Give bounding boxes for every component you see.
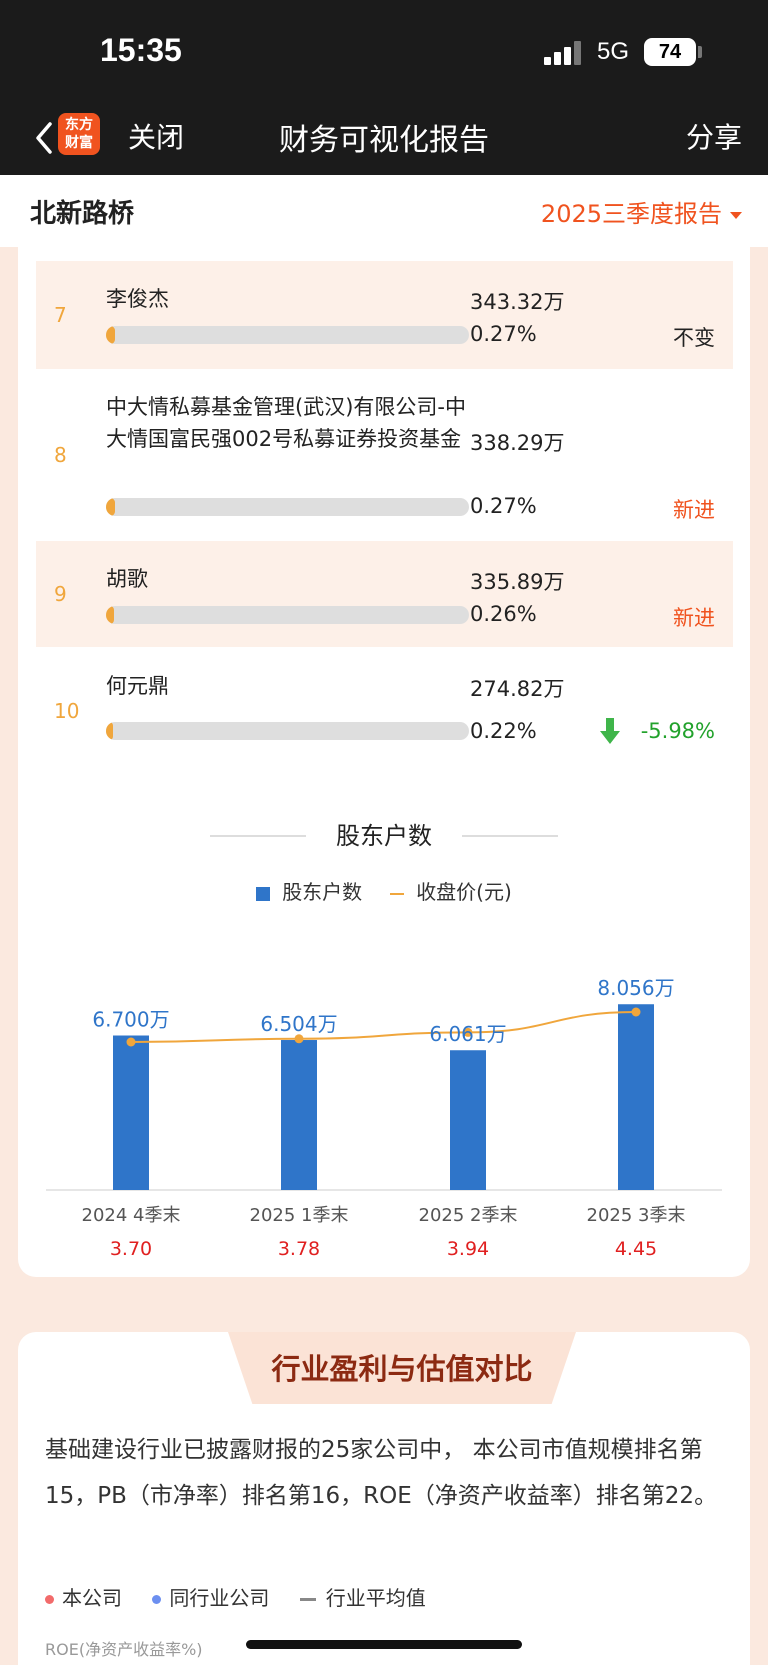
legend-peer: 同行业公司 bbox=[152, 1586, 269, 1610]
home-indicator bbox=[246, 1640, 522, 1649]
holder-name: 中大情私募基金管理(武汉)有限公司-中大情国富民强002号私募证券投资基金 bbox=[106, 395, 466, 451]
holder-row: 10 何元鼎 274.82万 0.22% -5.98% bbox=[36, 656, 733, 756]
bar bbox=[450, 1050, 486, 1190]
holder-change: -5.98% bbox=[640, 719, 715, 743]
holder-bar bbox=[106, 498, 469, 516]
legend-self-label: 本公司 bbox=[62, 1586, 122, 1610]
x-tick-label: 2025 2季末 bbox=[419, 1205, 518, 1226]
price-point bbox=[463, 1027, 473, 1037]
holder-bar-fill bbox=[106, 722, 114, 740]
holder-change: 新进 bbox=[673, 498, 715, 522]
holder-pct: 0.26% bbox=[470, 602, 537, 626]
industry-card: 行业盈利与估值对比 基础建设行业已披露财报的25家公司中， 本公司市值规模排名第… bbox=[18, 1332, 750, 1665]
status-bar: 15:35 5G 74 bbox=[0, 0, 768, 100]
holder-pct: 0.27% bbox=[470, 494, 537, 518]
holder-row: 7 李俊杰 343.32万 0.27% 不变 bbox=[36, 261, 733, 369]
legend-bar-swatch bbox=[256, 886, 271, 901]
battery-tip bbox=[698, 46, 702, 58]
close-button[interactable]: 关闭 bbox=[128, 121, 185, 154]
legend-bar-label: 股东户数 bbox=[282, 880, 363, 904]
holder-amount: 338.29万 bbox=[470, 431, 565, 455]
price-point bbox=[126, 1037, 136, 1047]
bar bbox=[281, 1040, 317, 1190]
holder-bar-fill bbox=[106, 326, 115, 344]
bar-value-label: 8.056万 bbox=[597, 976, 674, 1000]
caret-down-icon bbox=[730, 211, 742, 219]
legend-avg: 行业平均值 bbox=[299, 1586, 426, 1610]
network-type: 5G bbox=[597, 38, 630, 65]
holder-name: 何元鼎 bbox=[106, 674, 169, 698]
holder-bar-fill bbox=[106, 498, 115, 516]
logo-line1: 东方 bbox=[65, 117, 93, 133]
legend-line-label: 收盘价(元) bbox=[416, 880, 512, 904]
company-name: 北新路桥 bbox=[30, 199, 135, 229]
holder-bar bbox=[106, 722, 469, 740]
holder-pct: 0.27% bbox=[470, 322, 537, 346]
self-dot-icon bbox=[45, 1595, 54, 1604]
logo-line2: 财富 bbox=[65, 135, 93, 151]
subheader: 北新路桥 2025三季度报告 bbox=[0, 175, 768, 247]
holder-rank: 8 bbox=[54, 443, 67, 467]
nav-bar: 东方 财富 关闭 财务可视化报告 分享 bbox=[0, 100, 768, 175]
price-label: 3.94 bbox=[447, 1238, 489, 1260]
holder-name: 李俊杰 bbox=[106, 287, 169, 311]
divider-left bbox=[210, 835, 306, 837]
price-line bbox=[130, 1011, 637, 1043]
page-title: 财务可视化报告 bbox=[279, 123, 489, 158]
price-label: 3.70 bbox=[110, 1238, 152, 1260]
price-point bbox=[631, 1007, 641, 1017]
peer-dot-icon bbox=[152, 1595, 162, 1604]
price-point bbox=[294, 1034, 304, 1044]
bar bbox=[618, 1004, 654, 1190]
bar bbox=[113, 1035, 149, 1190]
status-time: 15:35 bbox=[100, 32, 182, 68]
holder-rank: 7 bbox=[54, 303, 67, 327]
battery-icon: 74 bbox=[644, 38, 696, 66]
holder-bar bbox=[106, 606, 469, 624]
x-tick-label: 2024 4季末 bbox=[82, 1205, 181, 1226]
holder-bar-fill bbox=[106, 606, 115, 624]
legend-avg-label: 行业平均值 bbox=[325, 1586, 426, 1610]
chart-legend: 股东户数 收盘价(元) bbox=[0, 876, 768, 905]
legend-peer-label: 同行业公司 bbox=[169, 1586, 270, 1610]
industry-legend: 本公司 同行业公司 行业平均值 bbox=[45, 1582, 450, 1611]
bar-value-label: 6.700万 bbox=[92, 1008, 169, 1032]
holder-change: 不变 bbox=[673, 326, 715, 350]
industry-summary: 基础建设行业已披露财报的25家公司中， 本公司市值规模排名第15，PB（市净率）… bbox=[45, 1437, 718, 1509]
divider-right bbox=[462, 835, 558, 837]
signal-icon bbox=[544, 41, 584, 65]
holder-row: 9 胡歌 335.89万 0.26% 新进 bbox=[36, 541, 733, 647]
report-period-select[interactable]: 2025三季度报告 bbox=[541, 194, 742, 229]
bar-value-label: 6.061万 bbox=[429, 1022, 506, 1046]
shareholder-chart: 6.700万 6.504万 6.061万 8.056万 2024 4季末 2025 1季末… bbox=[46, 976, 722, 1260]
price-label: 4.45 bbox=[615, 1238, 657, 1260]
holder-rank: 10 bbox=[54, 699, 80, 723]
holder-rank: 9 bbox=[54, 582, 67, 606]
holder-bar bbox=[106, 326, 469, 344]
holder-amount: 335.89万 bbox=[470, 570, 565, 594]
price-label: 3.78 bbox=[278, 1238, 320, 1260]
industry-title-ribbon: 行业盈利与估值对比 bbox=[228, 1332, 576, 1404]
legend-line-swatch bbox=[390, 892, 405, 895]
report-period-label: 2025三季度报告 bbox=[540, 200, 722, 228]
back-icon[interactable] bbox=[26, 118, 66, 158]
holder-amount: 343.32万 bbox=[470, 290, 565, 314]
legend-self: 本公司 bbox=[45, 1586, 122, 1610]
roe-metric-label: ROE(净资产收益率%) bbox=[45, 1640, 203, 1659]
x-tick-label: 2025 1季末 bbox=[250, 1205, 349, 1226]
avg-dash-icon bbox=[299, 1598, 316, 1601]
holder-pct: 0.22% bbox=[470, 719, 537, 743]
share-button[interactable]: 分享 bbox=[685, 121, 742, 154]
bar-value-label: 6.504万 bbox=[260, 1012, 337, 1036]
holder-row: 8 中大情私募基金管理(武汉)有限公司-中大情国富民强002号私募证券投资基金 … bbox=[36, 381, 733, 531]
arrow-down-icon bbox=[600, 718, 620, 744]
industry-title: 行业盈利与估值对比 bbox=[271, 1352, 533, 1386]
holder-amount: 274.82万 bbox=[470, 677, 565, 701]
holder-name: 胡歌 bbox=[106, 567, 148, 591]
section-title: 股东户数 bbox=[336, 822, 432, 850]
x-tick-label: 2025 3季末 bbox=[587, 1205, 686, 1226]
app-logo: 东方 财富 bbox=[58, 113, 100, 155]
holder-change: 新进 bbox=[673, 606, 715, 630]
